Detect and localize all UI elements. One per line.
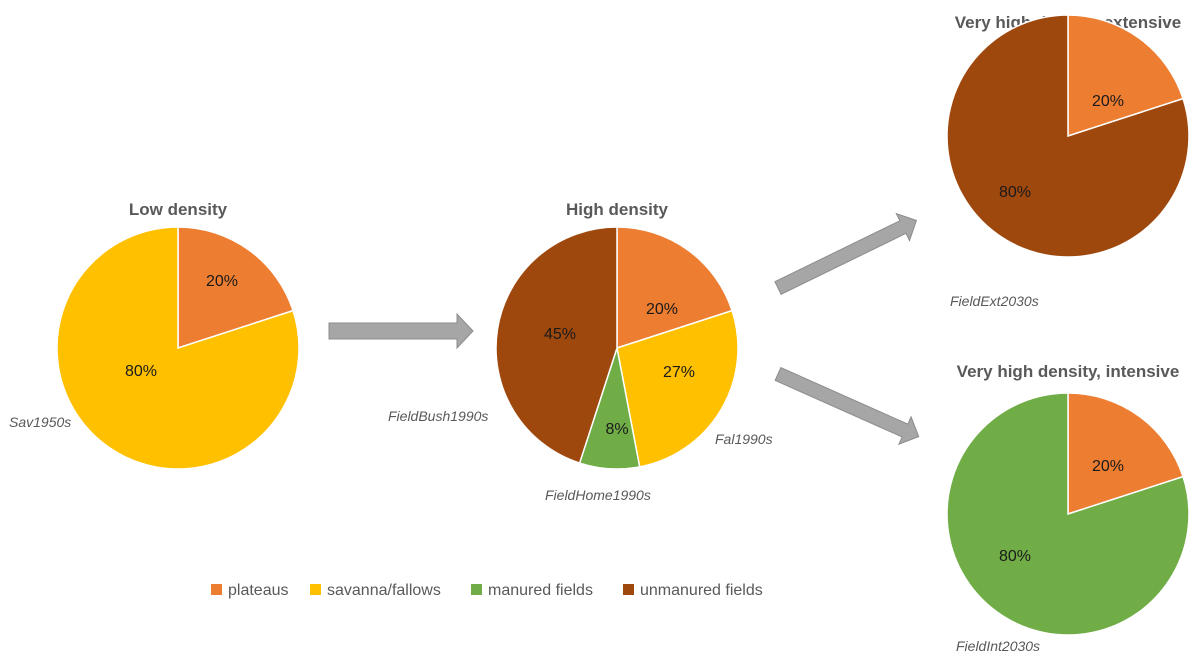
legend-swatch-savanna-fallows <box>310 584 321 595</box>
legend-label-plateaus: plateaus <box>228 582 289 599</box>
pie-slice-plateaus <box>177 226 295 350</box>
title-very-high-intensive: Very high density, intensive <box>957 362 1180 381</box>
data-label: 80% <box>999 184 1031 201</box>
legend-swatch-unmanured-fields <box>623 584 634 595</box>
legend-swatch-plateaus <box>211 584 222 595</box>
data-label: 8% <box>605 421 628 438</box>
pie-low-density <box>56 226 300 470</box>
pie-slice-plateaus <box>1067 392 1185 516</box>
data-label: 80% <box>125 363 157 380</box>
annotation-label: FieldHome1990s <box>545 487 651 503</box>
data-label: 20% <box>646 301 678 318</box>
title-high-density: High density <box>566 200 669 219</box>
title-low-density: Low density <box>129 200 228 219</box>
pie-slice-savanna-fallows <box>616 309 739 468</box>
data-label: 20% <box>1092 458 1124 475</box>
pie-very-high-intensive <box>946 392 1190 636</box>
legend-label-unmanured-fields: unmanured fields <box>640 582 763 599</box>
pie-slice-manured-fields <box>946 392 1190 636</box>
pie-slice-plateaus <box>1067 14 1185 138</box>
legend-label-savanna-fallows: savanna/fallows <box>327 582 441 599</box>
annotation-label: FieldInt2030s <box>956 638 1040 654</box>
annotation-label: FieldExt2030s <box>950 293 1039 309</box>
pie-slice-plateaus <box>616 226 734 350</box>
data-label: 45% <box>544 326 576 343</box>
legend: plateaus savanna/fallows manured fields … <box>211 582 763 599</box>
pie-slice-savanna-fallows <box>56 226 300 470</box>
data-label: 20% <box>206 273 238 290</box>
pie-very-high-extensive <box>946 14 1190 258</box>
pie-slice-unmanured-fields <box>495 226 618 465</box>
data-label: 80% <box>999 548 1031 565</box>
annotation-label: Fal1990s <box>715 431 773 447</box>
data-label: 27% <box>663 364 695 381</box>
pie-high-density <box>495 226 739 470</box>
arrow-high-to-extensive <box>774 212 918 295</box>
pie-slice-unmanured-fields <box>946 14 1190 258</box>
legend-label-manured-fields: manured fields <box>488 582 593 599</box>
arrow-high-to-intensive <box>774 366 920 446</box>
annotation-label: FieldBush1990s <box>388 408 488 424</box>
annotation-label: Sav1950s <box>9 414 71 430</box>
legend-swatch-manured-fields <box>471 584 482 595</box>
data-label: 20% <box>1092 93 1124 110</box>
arrow-low-to-high <box>328 312 474 350</box>
